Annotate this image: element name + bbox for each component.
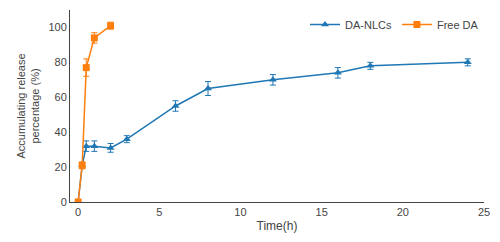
- svg-text:15: 15: [316, 206, 328, 218]
- svg-text:100: 100: [48, 21, 66, 33]
- svg-text:20: 20: [55, 161, 67, 173]
- svg-text:5: 5: [156, 206, 162, 218]
- svg-text:40: 40: [55, 126, 67, 138]
- svg-text:60: 60: [55, 91, 67, 103]
- svg-text:Time(h): Time(h): [257, 219, 298, 233]
- svg-text:Free DA: Free DA: [437, 19, 479, 31]
- svg-text:0: 0: [61, 196, 67, 208]
- svg-text:10: 10: [234, 206, 246, 218]
- svg-text:20: 20: [397, 206, 409, 218]
- svg-text:0: 0: [75, 206, 81, 218]
- svg-text:25: 25: [478, 206, 490, 218]
- svg-text:80: 80: [55, 56, 67, 68]
- svg-text:Accumulating releasepercentage: Accumulating releasepercentage (%): [15, 53, 41, 158]
- svg-text:DA-NLCs: DA-NLCs: [345, 19, 392, 31]
